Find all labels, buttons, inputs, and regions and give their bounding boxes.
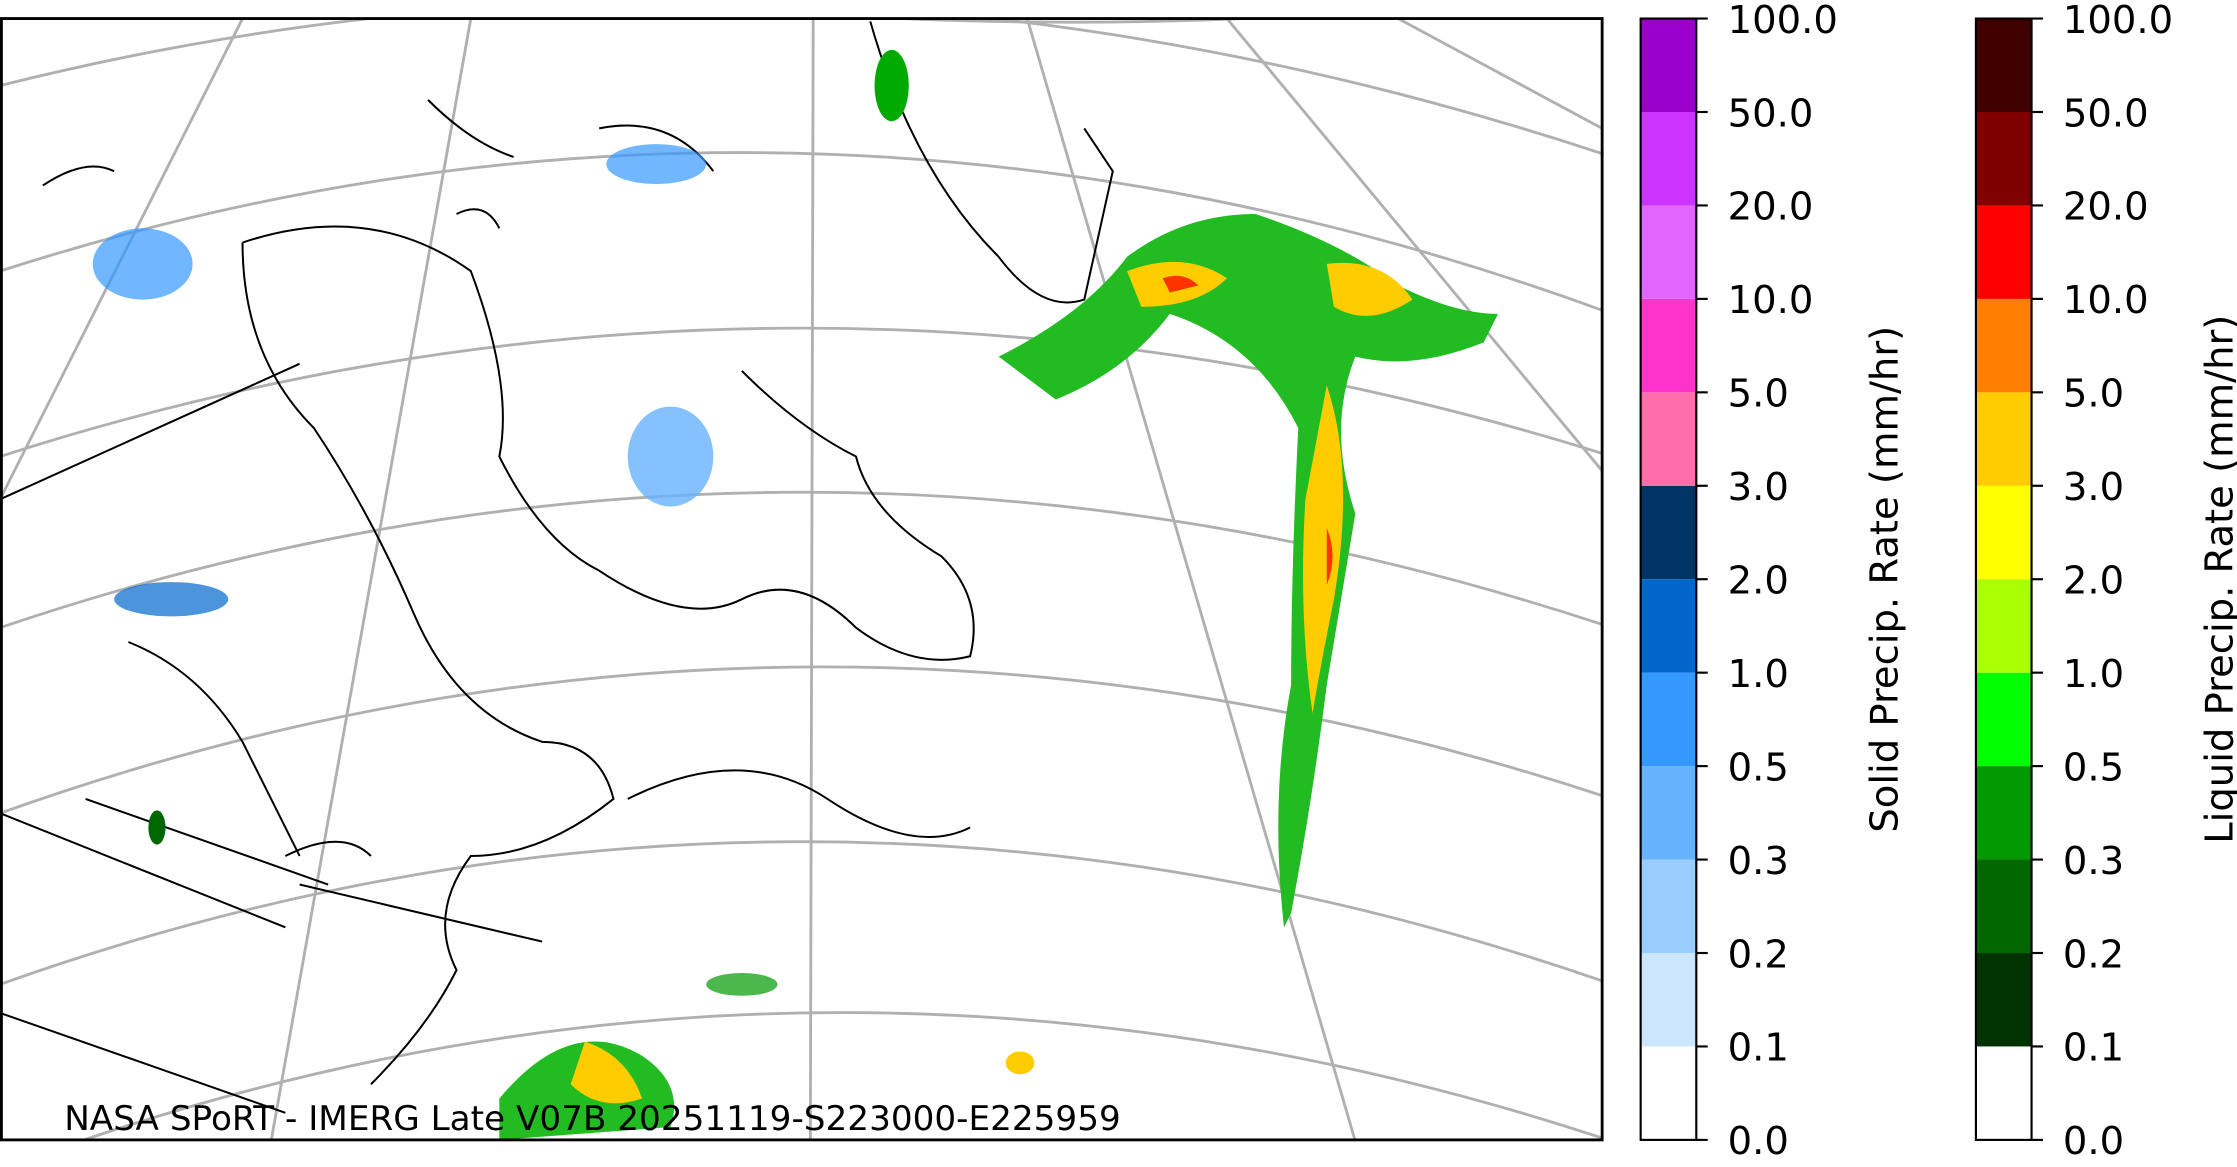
- colorbar-segment: [1640, 111, 1697, 206]
- colorbar-label: Solid Precip. Rate (mm/hr): [1862, 326, 1907, 833]
- colorbar-segment: [1975, 672, 2032, 767]
- colorbar-segment: [1640, 392, 1697, 486]
- colorbar-segment: [1975, 205, 2032, 299]
- colorbar-tick-label: 20.0: [1728, 185, 1814, 230]
- colorbar-segment: [1975, 111, 2032, 206]
- colorbar-segment: [1640, 953, 1697, 1047]
- colorbar-tick-label: 0.2: [2063, 932, 2124, 977]
- colorbar-tick-label: 1.0: [2063, 652, 2124, 697]
- colorbar-tick-label: 5.0: [1728, 372, 1789, 417]
- colorbar-segment: [1975, 859, 2032, 954]
- colorbar-tick-label: 100.0: [1728, 0, 1838, 43]
- precipitation: [92, 49, 1498, 1140]
- graticule: [1, 18, 1603, 1140]
- colorbar-tick-label: 0.3: [1728, 839, 1789, 884]
- colorbar-segment: [1640, 859, 1697, 954]
- colorbar-segment: [1640, 1046, 1697, 1140]
- coastlines: [1, 21, 1114, 1114]
- map: [1, 18, 1603, 1140]
- colorbar-tick-label: 1.0: [1728, 652, 1789, 697]
- colorbar-tick-label: 10.0: [2063, 278, 2149, 323]
- map-caption: NASA SPoRT - IMERG Late V07B 20251119-S2…: [64, 1099, 1121, 1139]
- colorbar-tick-label: 20.0: [2063, 185, 2149, 230]
- colorbar-tick-label: 0.1: [2063, 1026, 2124, 1071]
- colorbar-tick-label: 3.0: [1728, 465, 1789, 510]
- colorbar-segment: [1640, 579, 1697, 673]
- colorbar-tick-label: 50.0: [1728, 91, 1814, 136]
- colorbar-tick-label: 0.0: [2063, 1119, 2124, 1164]
- colorbar-segment: [1975, 953, 2032, 1047]
- colorbar-segment: [1975, 485, 2032, 580]
- colorbar-segment: [1640, 298, 1697, 393]
- colorbar-tick-label: 2.0: [2063, 558, 2124, 603]
- colorbar-segment: [1975, 18, 2032, 112]
- colorbar-tick-label: 3.0: [2063, 465, 2124, 510]
- colorbar-tick-label: 5.0: [2063, 372, 2124, 417]
- colorbar-segment: [1640, 672, 1697, 767]
- colorbar-segment: [1975, 1046, 2032, 1140]
- colorbar-tick-label: 100.0: [2063, 0, 2173, 43]
- colorbar-tick-label: 0.5: [2063, 745, 2124, 790]
- colorbar-segment: [1975, 298, 2032, 393]
- colorbar-segment: [1640, 205, 1697, 299]
- colorbar-segment: [1640, 485, 1697, 580]
- colorbar-tick-label: 0.0: [1728, 1119, 1789, 1164]
- colorbar-segment: [1975, 392, 2032, 486]
- colorbar-tick-label: 0.3: [2063, 839, 2124, 884]
- colorbar-segment: [1975, 579, 2032, 673]
- map-frame: [0, 17, 1604, 1142]
- colorbar-tick-label: 0.5: [1728, 745, 1789, 790]
- colorbar-tick-label: 50.0: [2063, 91, 2149, 136]
- colorbar-label: Liquid Precip. Rate (mm/hr): [2198, 315, 2237, 844]
- colorbar-tick-label: 2.0: [1728, 558, 1789, 603]
- colorbar-tick-label: 0.2: [1728, 932, 1789, 977]
- colorbar-segment: [1640, 766, 1697, 860]
- colorbar-tick-label: 0.1: [1728, 1026, 1789, 1071]
- colorbar-segment: [1975, 766, 2032, 860]
- colorbar-tick-label: 10.0: [1728, 278, 1814, 323]
- colorbar-segment: [1640, 18, 1697, 112]
